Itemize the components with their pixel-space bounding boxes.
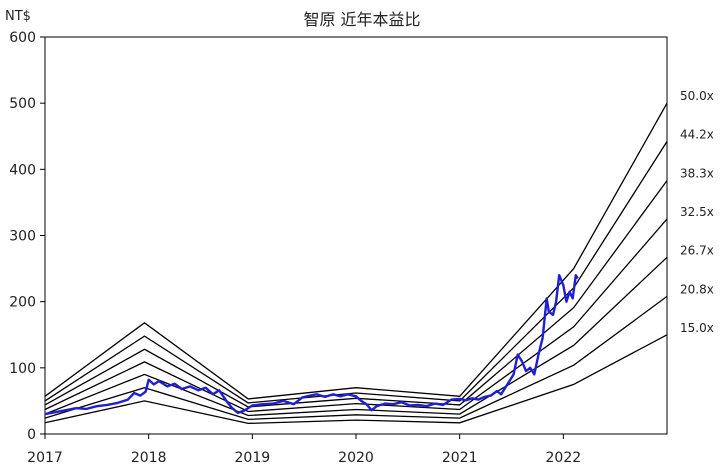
pe-band-38.3x: [44, 180, 668, 408]
pe-band-label: 50.0x: [680, 89, 714, 103]
pe-bands: [44, 102, 668, 425]
x-tick-label: 2017: [27, 450, 63, 466]
y-tick-label: 100: [9, 361, 36, 377]
x-tick-label: 2022: [546, 450, 582, 466]
pe-band-44.2x: [44, 141, 668, 404]
plot-area: [44, 36, 668, 435]
y-tick-label: 600: [9, 30, 36, 46]
pe-band-labels: 50.0x 44.2x 38.3x 32.5x 26.7x 20.8x 15.0x: [680, 89, 714, 335]
pe-band-26.7x: [44, 256, 668, 417]
pe-band-label: 32.5x: [680, 205, 714, 219]
y-tick-label: 0: [27, 427, 36, 443]
y-axis-label: NT$: [5, 9, 31, 24]
pe-band-20.8x: [44, 295, 668, 421]
x-tick-label: 2019: [235, 450, 271, 466]
pe-band-15.0x: [44, 334, 668, 425]
x-tick-label: 2018: [131, 450, 167, 466]
pe-band-label: 20.8x: [680, 282, 714, 296]
y-tick-label: 400: [9, 162, 36, 178]
pe-band-32.5x: [44, 218, 668, 413]
pe-band-label: 15.0x: [680, 321, 714, 335]
x-tick-label: 2020: [338, 450, 374, 466]
y-tick-label: 500: [9, 96, 36, 112]
pe-band-label: 44.2x: [680, 128, 714, 142]
y-tick-label: 200: [9, 295, 36, 311]
y-axis-ticks: 0 100 200 300 400 500 600: [9, 30, 45, 443]
y-tick-label: 300: [9, 229, 36, 245]
pe-band-label: 38.3x: [680, 167, 714, 181]
chart-title: 智原 近年本益比: [303, 10, 420, 29]
x-tick-label: 2021: [442, 450, 478, 466]
x-axis-ticks: 2017 2018 2019 2020 2021 2022: [27, 434, 581, 466]
pe-band-50.0x: [44, 102, 668, 400]
price-line-group: [44, 274, 579, 416]
price-line: [44, 274, 579, 416]
pe-band-label: 26.7x: [680, 243, 714, 257]
